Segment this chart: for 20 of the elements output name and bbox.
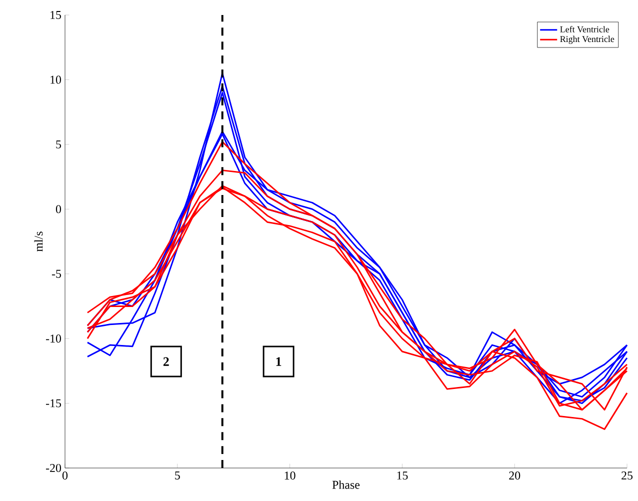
- y-tick-label: 0: [56, 205, 62, 214]
- x-tick-label: 5: [175, 472, 180, 480]
- annotation: 1: [276, 357, 282, 366]
- x-tick-label: 10: [284, 472, 296, 480]
- x-tick-label: 15: [397, 472, 408, 480]
- y-axis-title: ml/s: [34, 232, 43, 252]
- legend-label: Right Ventricle: [560, 36, 614, 44]
- x-tick-label: 0: [62, 472, 68, 480]
- y-tick-label: 5: [56, 140, 62, 148]
- x-tick-label: 20: [509, 472, 520, 480]
- y-tick-label: 15: [50, 10, 62, 19]
- y-tick-label: -5: [52, 270, 62, 278]
- y-tick-label: 10: [50, 76, 62, 84]
- x-tick-label: 25: [622, 472, 633, 480]
- legend-label: Left Ventricle: [560, 26, 610, 32]
- y-tick-label: -15: [46, 399, 62, 408]
- y-tick-label: -20: [46, 464, 62, 472]
- x-axis-title: Phase: [332, 480, 360, 489]
- y-tick-label: -10: [46, 334, 62, 343]
- annotation: 2: [163, 357, 169, 366]
